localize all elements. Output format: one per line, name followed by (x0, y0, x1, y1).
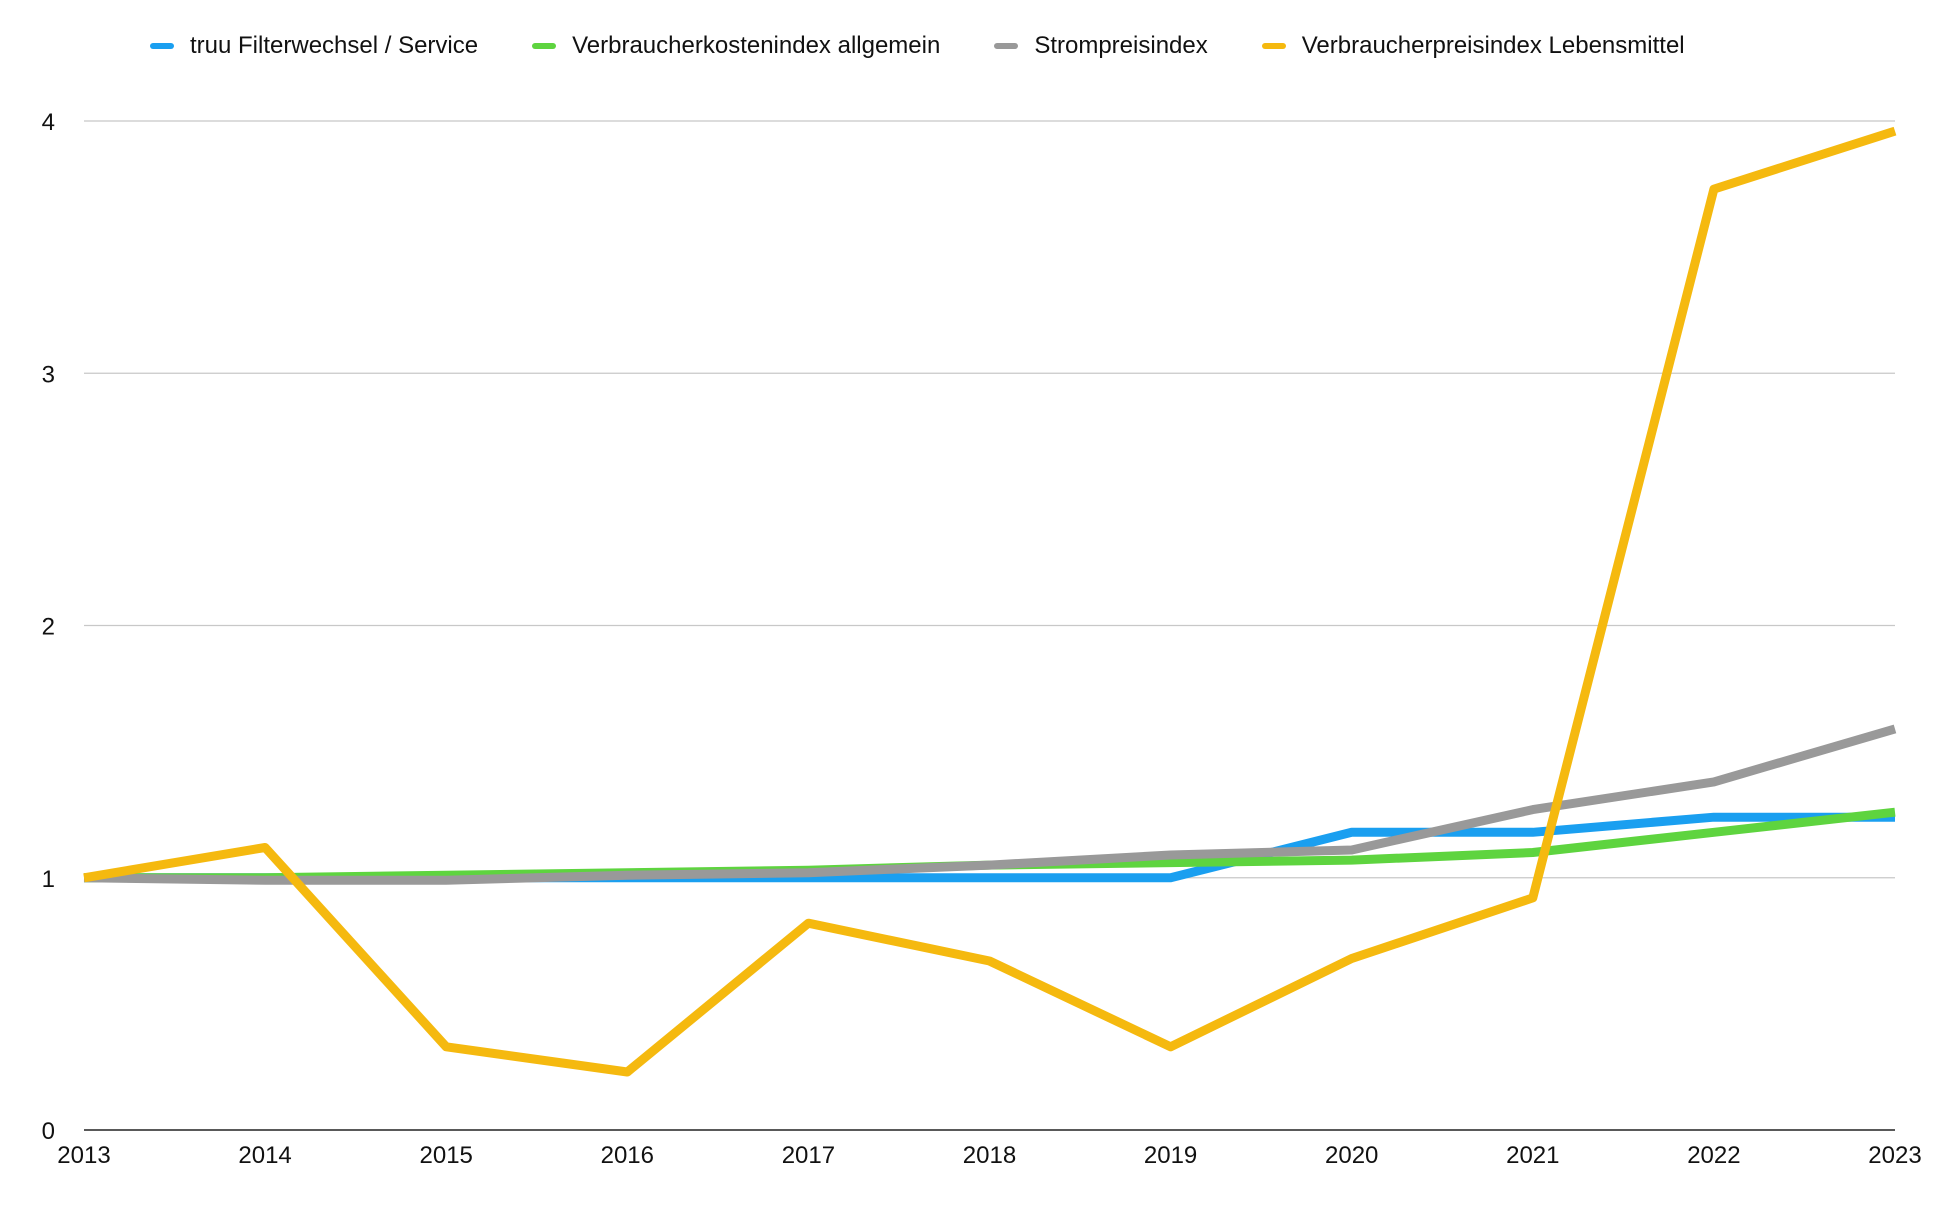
x-tick-label-2022: 2022 (1687, 1142, 1740, 1169)
legend-label: truu Filterwechsel / Service (190, 32, 479, 59)
x-tick-label-2016: 2016 (601, 1142, 654, 1169)
legend-label: Strompreisindex (1034, 32, 1208, 59)
y-tick-label-1: 1 (42, 866, 55, 893)
legend-swatch (1261, 43, 1286, 49)
x-tick-label-2017: 2017 (782, 1142, 835, 1169)
chart-legend: truu Filterwechsel / Service Verbraucherk… (150, 26, 1739, 66)
x-tick-label-2020: 2020 (1325, 1142, 1378, 1169)
x-tick-label-2014: 2014 (238, 1142, 291, 1169)
x-tick-label-2013: 2013 (57, 1142, 110, 1169)
y-tick-label-3: 3 (42, 361, 55, 388)
legend-swatch (150, 43, 174, 49)
legend-swatch (994, 43, 1019, 49)
legend-swatch (532, 43, 557, 49)
x-tick-label-2019: 2019 (1144, 1142, 1197, 1169)
legend-item-2: Verbraucherkostenindex allgemein (532, 26, 940, 66)
series-line-3 (83, 724, 1897, 885)
series-line-4 (83, 126, 1897, 1077)
x-tick-label-2023: 2023 (1868, 1142, 1921, 1169)
legend-label: Verbraucherpreisindex Lebensmittel (1301, 32, 1685, 59)
y-tick-label-2: 2 (42, 614, 55, 641)
legend-label: Verbraucherkostenindex allgemein (572, 32, 941, 59)
legend-item-4: Verbraucherpreisindex Lebensmittel (1261, 26, 1685, 66)
x-tick-label-2018: 2018 (963, 1142, 1016, 1169)
legend-item-1: truu Filterwechsel / Service (150, 26, 478, 66)
x-tick-label-2015: 2015 (420, 1142, 473, 1169)
y-tick-label-0: 0 (42, 1118, 55, 1145)
legend-item-3: Strompreisindex (994, 26, 1208, 66)
x-tick-label-2021: 2021 (1506, 1142, 1559, 1169)
y-tick-label-4: 4 (42, 109, 55, 136)
